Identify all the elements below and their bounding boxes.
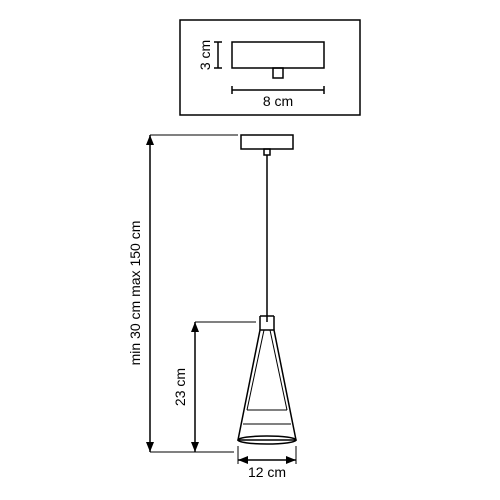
dim-8cm-label: 8 cm xyxy=(263,93,293,109)
main-lamp: min 30 cm max 150 cm 23 cm 12 cm xyxy=(127,135,296,480)
top-detail-box: 3 cm 8 cm xyxy=(180,20,360,115)
dim-total-label: min 30 cm max 150 cm xyxy=(127,221,143,366)
ceiling-canopy xyxy=(241,135,293,155)
dim-base-width: 12 cm xyxy=(238,446,296,480)
dim-8cm: 8 cm xyxy=(232,86,324,109)
technical-diagram: 3 cm 8 cm xyxy=(0,0,500,500)
canopy-top xyxy=(232,42,324,78)
cone-shade xyxy=(238,330,296,440)
dim-3cm: 3 cm xyxy=(197,40,222,70)
dim-shade-label: 23 cm xyxy=(172,368,188,406)
dim-base-label: 12 cm xyxy=(248,464,286,480)
dim-shade-height: 23 cm xyxy=(172,322,256,452)
dim-3cm-label: 3 cm xyxy=(197,40,213,70)
